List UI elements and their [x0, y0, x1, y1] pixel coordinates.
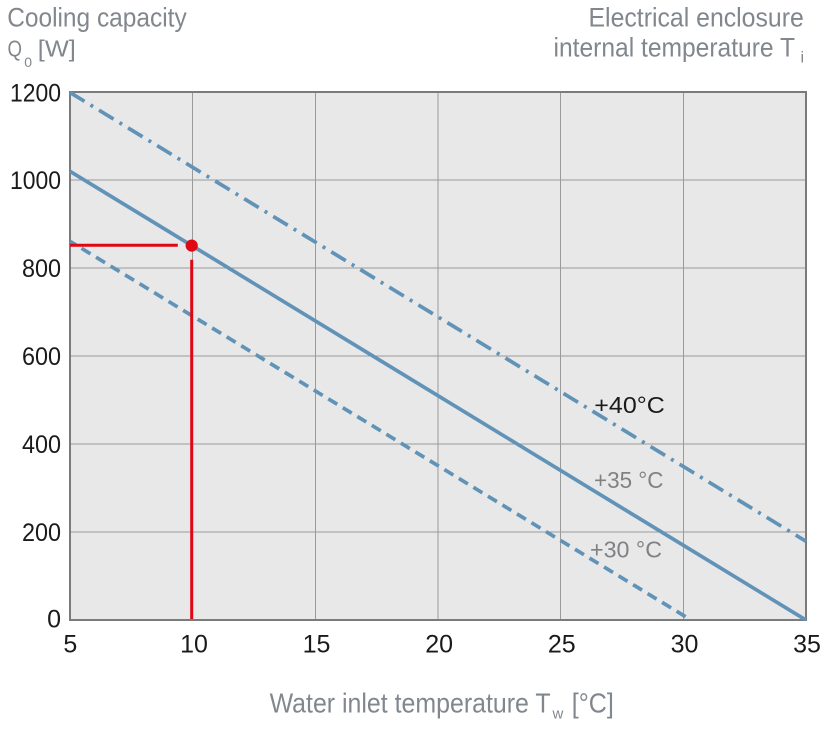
svg-text:[W]: [W] — [38, 35, 76, 61]
svg-text:Water inlet temperature T: Water inlet temperature T — [270, 688, 551, 719]
svg-text:+35 °C: +35 °C — [594, 467, 664, 493]
svg-text:internal temperature T: internal temperature T — [554, 33, 796, 63]
svg-text:1200: 1200 — [10, 79, 61, 107]
svg-text:800: 800 — [22, 255, 61, 283]
svg-text:400: 400 — [22, 431, 61, 459]
svg-text:200: 200 — [22, 519, 61, 547]
svg-text:w: w — [552, 706, 564, 723]
svg-text:i: i — [801, 50, 805, 67]
svg-text:Q: Q — [8, 35, 23, 61]
svg-text:30: 30 — [671, 631, 699, 659]
svg-text:5: 5 — [63, 631, 77, 659]
svg-text:1000: 1000 — [10, 167, 61, 195]
svg-text:35: 35 — [793, 631, 821, 659]
svg-text:0: 0 — [47, 605, 61, 633]
svg-text:10: 10 — [180, 631, 208, 659]
svg-text:Electrical enclosure: Electrical enclosure — [589, 3, 804, 33]
svg-text:25: 25 — [548, 631, 576, 659]
svg-text:20: 20 — [425, 631, 453, 659]
svg-text:+30 °C: +30 °C — [590, 537, 662, 563]
svg-text:Cooling capacity: Cooling capacity — [7, 2, 187, 32]
svg-text:600: 600 — [22, 343, 61, 371]
svg-text:+40°C: +40°C — [594, 392, 665, 418]
svg-text:0: 0 — [24, 54, 32, 70]
svg-text:15: 15 — [303, 631, 331, 659]
svg-text:[°C]: [°C] — [572, 688, 614, 719]
